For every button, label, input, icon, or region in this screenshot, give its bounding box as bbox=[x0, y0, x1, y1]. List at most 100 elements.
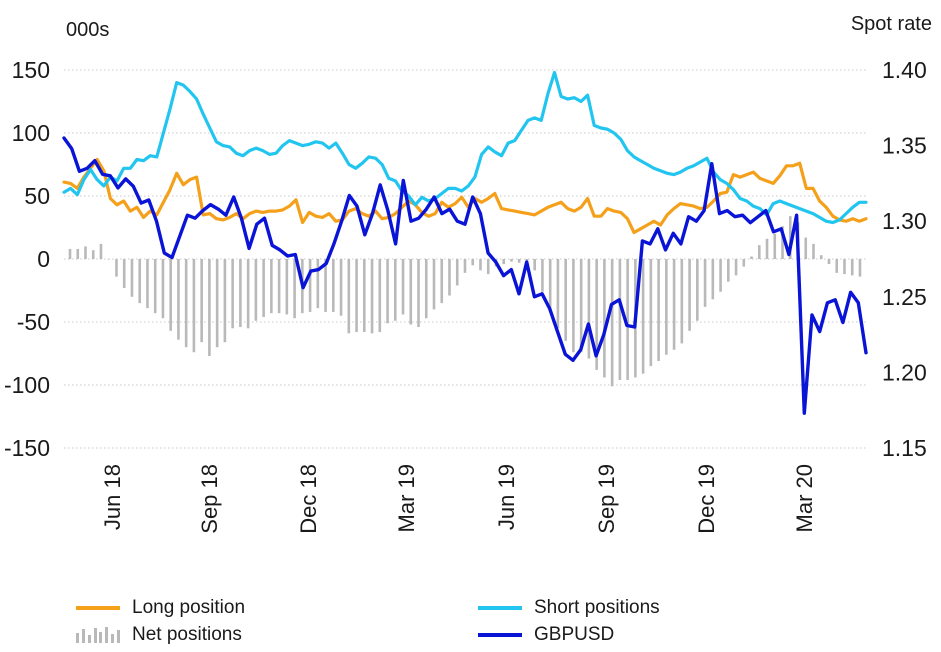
net-bar bbox=[711, 259, 715, 300]
net-bar bbox=[270, 259, 273, 314]
left-tick-label: 100 bbox=[12, 120, 50, 146]
x-tick-label: Sep 18 bbox=[197, 464, 222, 534]
left-tick-label: 150 bbox=[12, 57, 50, 83]
net-bar bbox=[610, 259, 614, 387]
legend-swatch-gbpusd bbox=[478, 633, 522, 637]
net-bar bbox=[161, 259, 165, 319]
net-bar bbox=[827, 259, 831, 265]
net-bar bbox=[812, 243, 815, 259]
legend-label-gbpusd: GBPUSD bbox=[534, 624, 615, 645]
net-bar bbox=[316, 259, 320, 309]
net-bar bbox=[355, 259, 358, 333]
net-bar bbox=[773, 233, 777, 259]
net-bar bbox=[455, 259, 459, 286]
net-bar bbox=[231, 259, 234, 329]
legend-item-gbpusd: GBPUSD bbox=[478, 624, 614, 646]
left-axis-unit-label: 000s bbox=[66, 19, 109, 41]
net-bar bbox=[146, 259, 149, 309]
net-bar bbox=[649, 259, 653, 367]
net-bar bbox=[517, 259, 521, 263]
right-tick-label: 1.40 bbox=[882, 57, 927, 83]
x-tick-label: Mar 20 bbox=[792, 464, 817, 532]
x-tick-label: Mar 19 bbox=[394, 464, 419, 532]
left-tick-label: -50 bbox=[17, 309, 50, 335]
net-bar bbox=[471, 259, 475, 266]
left-tick-label: -100 bbox=[4, 372, 50, 398]
net-bar bbox=[587, 259, 591, 359]
net-bar bbox=[130, 259, 134, 297]
net-bar bbox=[579, 259, 583, 353]
net-bar bbox=[262, 259, 265, 317]
legend-item-net: Net positions bbox=[76, 624, 242, 646]
net-bar bbox=[719, 259, 722, 292]
x-axis-ticks: Jun 18 Sep 18 Dec 18 Mar 19 Jun 19 Sep 19 Dec … bbox=[100, 464, 817, 534]
left-tick-label: -150 bbox=[4, 435, 50, 461]
legend-label-net: Net positions bbox=[132, 624, 242, 645]
net-bar bbox=[688, 259, 691, 331]
x-tick-label: Jun 19 bbox=[494, 464, 519, 530]
net-bar bbox=[665, 259, 668, 355]
chart-svg: 000s Spot rate 150 100 50 0 -50 -100 -150 1.40… bbox=[4, 13, 932, 534]
net-bar bbox=[138, 259, 142, 304]
net-bar bbox=[107, 259, 111, 260]
net-bar bbox=[277, 259, 281, 314]
net-bar bbox=[564, 259, 567, 341]
x-tick-label: Jun 18 bbox=[100, 464, 125, 530]
net-bar bbox=[757, 245, 761, 259]
net-bar bbox=[409, 259, 413, 325]
net-bar bbox=[463, 259, 467, 273]
long-position-line bbox=[62, 157, 868, 235]
gbpusd-line bbox=[62, 136, 868, 415]
net-bar bbox=[177, 259, 180, 340]
net-bar bbox=[363, 259, 366, 333]
net-positions-bars bbox=[68, 216, 862, 387]
net-bar bbox=[533, 259, 536, 271]
right-axis-unit-label: Spot rate bbox=[851, 13, 932, 35]
net-bar bbox=[308, 259, 312, 312]
net-bar bbox=[618, 259, 622, 380]
legend-item-short: Short positions bbox=[478, 597, 660, 619]
short-positions-line bbox=[62, 70, 868, 225]
net-bar bbox=[192, 259, 196, 353]
legend-swatch-short bbox=[478, 606, 522, 610]
net-bar bbox=[641, 259, 645, 374]
net-bar bbox=[386, 259, 389, 324]
net-bar bbox=[626, 259, 629, 380]
net-bar bbox=[486, 259, 490, 275]
net-bar bbox=[479, 259, 482, 271]
net-bar bbox=[254, 259, 258, 321]
net-bar bbox=[239, 259, 242, 328]
net-bar bbox=[169, 259, 172, 331]
net-bar bbox=[502, 259, 506, 265]
net-bar bbox=[76, 248, 80, 259]
net-bar bbox=[548, 259, 552, 310]
net-bar bbox=[223, 259, 227, 343]
net-bar bbox=[200, 259, 203, 343]
net-bar bbox=[417, 259, 420, 328]
net-bar bbox=[603, 259, 606, 378]
net-bar bbox=[556, 259, 560, 329]
net-bar bbox=[788, 216, 792, 259]
net-bar bbox=[440, 259, 444, 304]
net-bar bbox=[68, 248, 72, 259]
net-bar bbox=[324, 259, 327, 312]
net-bar bbox=[401, 259, 405, 315]
x-tick-label: Sep 19 bbox=[594, 464, 619, 534]
net-bar bbox=[122, 259, 126, 288]
net-bar bbox=[750, 256, 753, 259]
series-lines bbox=[62, 70, 868, 415]
net-bar bbox=[99, 243, 103, 259]
net-bar bbox=[703, 259, 707, 307]
x-tick-label: Dec 18 bbox=[296, 464, 321, 534]
net-bar bbox=[696, 259, 699, 321]
legend-item-long: Long position bbox=[76, 597, 245, 619]
net-bar bbox=[432, 259, 436, 310]
net-bar bbox=[153, 259, 157, 314]
net-bar bbox=[765, 238, 769, 259]
net-bar bbox=[595, 259, 598, 370]
net-bar bbox=[727, 259, 730, 282]
net-bar bbox=[448, 259, 451, 296]
net-bar bbox=[850, 259, 854, 276]
net-bar bbox=[510, 259, 513, 262]
